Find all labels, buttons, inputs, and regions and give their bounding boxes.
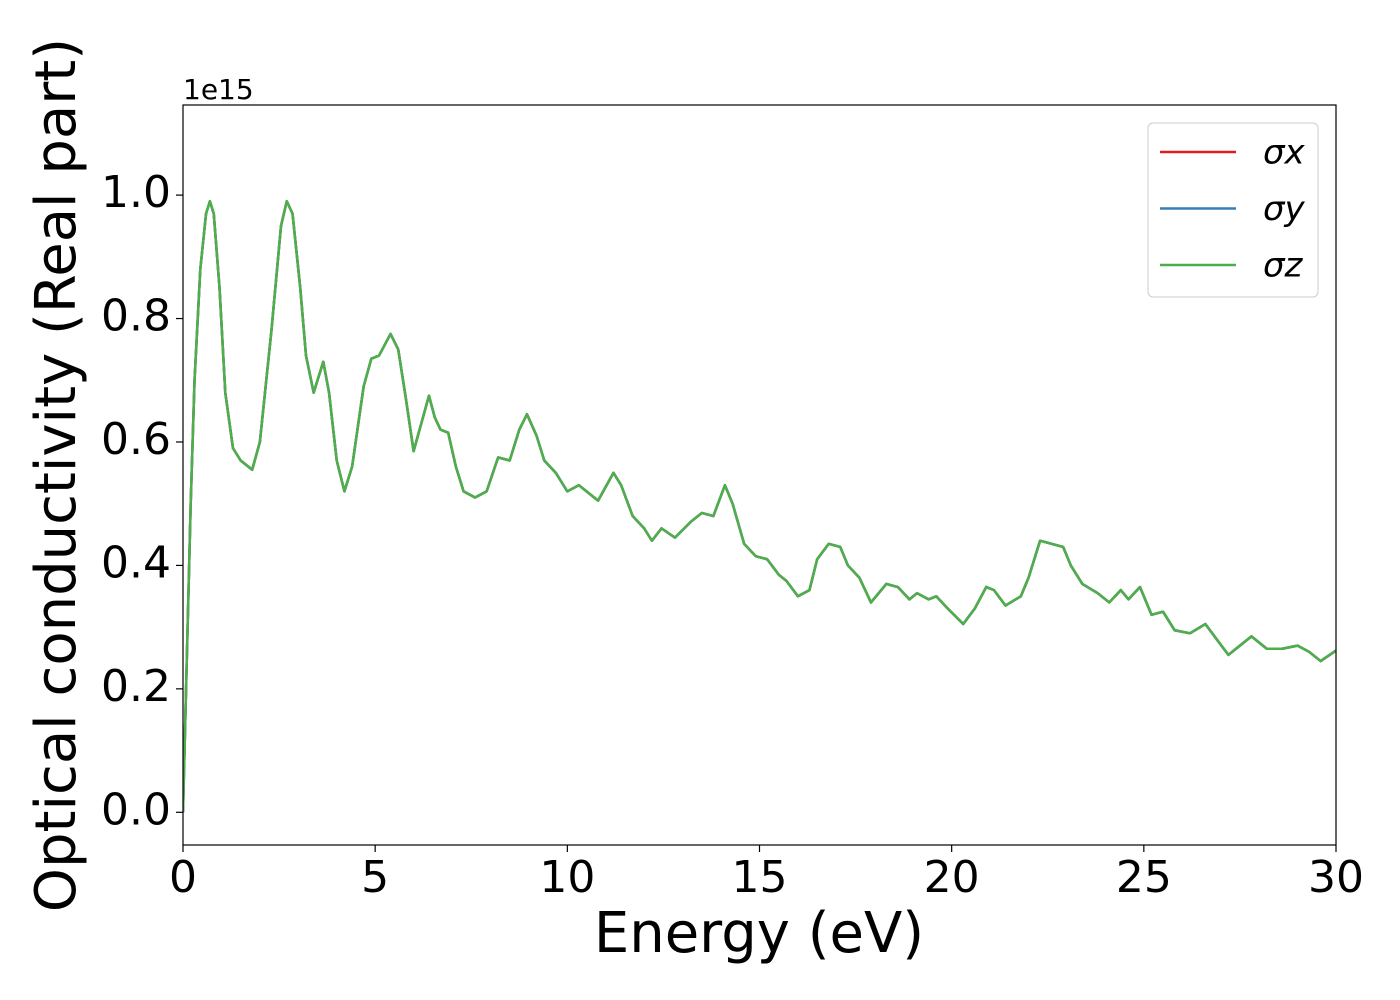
y-axis-label: Optical conductivity (Real part)	[24, 38, 89, 912]
x-tick-label: 5	[361, 852, 389, 903]
x-tick-label: 25	[1116, 852, 1172, 903]
y-tick-label: 0.2	[101, 661, 171, 712]
legend-label: σy	[1263, 189, 1306, 229]
legend-box	[1147, 122, 1319, 298]
y-tick-label: 0.6	[101, 414, 171, 465]
legend-label: σx	[1263, 133, 1306, 173]
x-tick-label: 30	[1308, 852, 1364, 903]
x-tick-label: 20	[924, 852, 980, 903]
y-tick-label: 0.4	[101, 537, 171, 588]
x-axis-label: Energy (eV)	[594, 901, 924, 966]
legend-label: σz	[1263, 246, 1304, 286]
series-line	[183, 200, 1336, 813]
y-offset-label: 1e15	[183, 73, 254, 106]
y-tick-label: 0.8	[101, 291, 171, 342]
x-tick-label: 15	[732, 852, 788, 903]
y-tick-label: 0.0	[101, 784, 171, 835]
x-tick-label: 10	[539, 852, 595, 903]
y-tick-label: 1.0	[101, 167, 171, 218]
x-tick-label: 0	[169, 852, 197, 903]
plot-frame	[182, 104, 1337, 846]
